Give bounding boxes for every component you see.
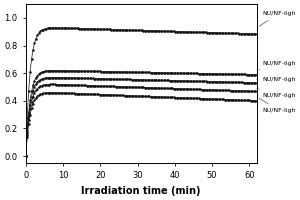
X-axis label: Irradiation time (min): Irradiation time (min) [82,186,201,196]
Text: NU/NF-ligh: NU/NF-ligh [257,77,296,82]
Text: NU/NF-ligh: NU/NF-ligh [257,88,296,98]
Text: NU/NF-ligh: NU/NF-ligh [257,61,296,70]
Text: NU/NF-ligh: NU/NF-ligh [259,98,296,113]
Text: NU/NF-ligh: NU/NF-ligh [259,11,296,26]
